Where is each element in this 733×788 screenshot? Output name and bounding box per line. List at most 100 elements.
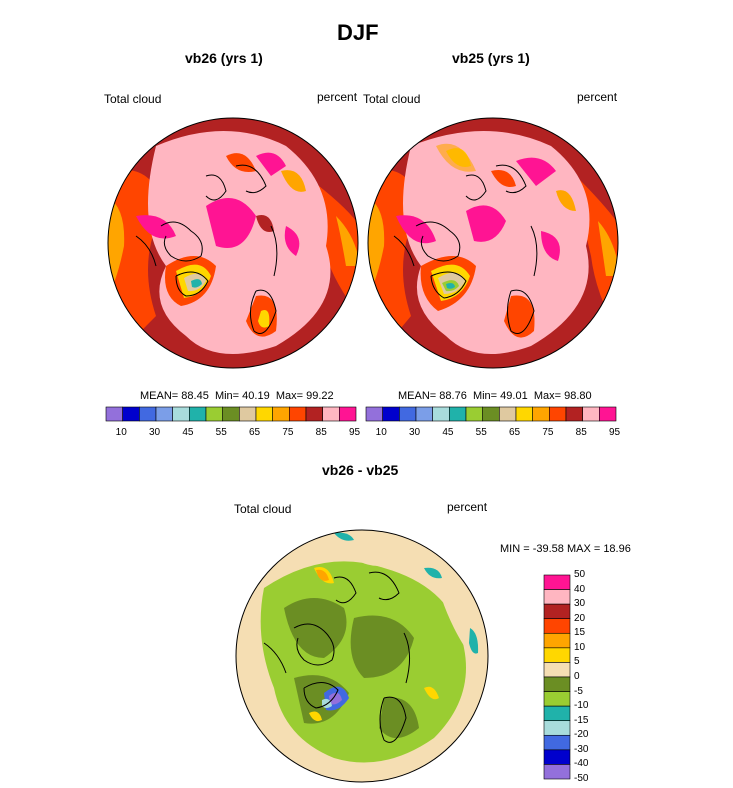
colorbar-tick-label: 65 — [249, 427, 261, 438]
diff-colorbar-swatch — [543, 632, 571, 649]
panel2-mean-value: 88.76 — [439, 390, 467, 402]
diff-colorbar-tick-label: -50 — [574, 773, 589, 784]
colorbar-swatch — [482, 406, 500, 422]
colorbar-swatch — [239, 406, 257, 422]
diff-colorbar-swatch — [543, 603, 571, 620]
diff-colorbar-swatch — [543, 676, 571, 692]
colorbar-tick-label: 10 — [115, 427, 127, 438]
colorbar-swatch — [465, 406, 483, 422]
colorbar-swatch — [272, 406, 290, 422]
diff-colorbar-swatch — [543, 749, 571, 765]
diff-colorbar-swatch — [543, 589, 571, 605]
diff-colorbar-tick-label: -5 — [574, 685, 583, 697]
panel1-max-label: Max= — [275, 390, 304, 402]
diff-colorbar-swatch — [543, 734, 571, 751]
diff-colorbar-tick-label: 15 — [574, 627, 586, 639]
colorbar-swatch — [289, 406, 307, 422]
panel2-units-label: percent — [577, 90, 618, 104]
diff-colorbar-swatch — [543, 691, 571, 707]
panel1-variable-label: Total cloud — [104, 92, 162, 106]
colorbar-swatch — [599, 406, 617, 422]
colorbar-swatch — [139, 406, 157, 422]
diff-colorbar-swatch — [543, 720, 571, 736]
colorbar-tick-label: 85 — [315, 427, 327, 438]
colorbar-swatch — [305, 406, 323, 422]
colorbar-tick-label: 10 — [375, 427, 387, 438]
diff-colorbar-tick-label: -30 — [574, 743, 589, 755]
diff-minmax-label: MIN = -39.58 MAX = 18.96 — [500, 543, 631, 555]
colorbar-swatch — [532, 406, 550, 422]
colorbar-tick-label: 75 — [282, 427, 294, 438]
colorbar-swatch — [122, 406, 140, 422]
colorbar-swatch — [432, 406, 450, 422]
panel1-stats: MEAN= 88.45 Min= 40.19 Max= 99.22 — [140, 390, 334, 402]
colorbar-swatch — [515, 406, 533, 422]
colorbar-swatch — [339, 406, 357, 422]
panel1-min-label: Min= — [214, 390, 240, 402]
diff-colorbar-swatch — [543, 647, 571, 663]
diff-colorbar — [543, 574, 571, 780]
panel1-subtitle: vb26 (yrs 1) — [185, 50, 263, 66]
panel2-colorbar — [365, 406, 617, 422]
diff-colorbar-tick-label: -40 — [574, 758, 589, 770]
colorbar-swatch — [449, 406, 467, 422]
colorbar-tick-label: 75 — [542, 427, 554, 438]
colorbar-swatch — [205, 406, 223, 422]
diff-colorbar-swatch — [543, 662, 571, 678]
diff-colorbar-tick-label: -20 — [574, 729, 589, 741]
colorbar-tick-label: 95 — [609, 427, 621, 438]
colorbar-tick-label: 30 — [149, 427, 161, 438]
panel1-units-label: percent — [317, 90, 358, 104]
colorbar-tick-label: 45 — [442, 427, 454, 438]
panel2-subtitle: vb25 (yrs 1) — [452, 50, 530, 66]
panel2-stats: MEAN= 88.76 Min= 49.01 Max= 98.80 — [398, 390, 592, 402]
colorbar-swatch — [399, 406, 417, 422]
panel2-mean-label: MEAN= — [398, 390, 437, 402]
colorbar-tick-label: 65 — [509, 427, 521, 438]
colorbar-tick-label: 30 — [409, 427, 421, 438]
diff-colorbar-tick-label: 50 — [574, 569, 586, 580]
panel1-max-value: 99.22 — [306, 390, 334, 402]
colorbar-swatch — [365, 406, 383, 422]
diff-colorbar-tick-label: 30 — [574, 598, 586, 610]
colorbar-tick-label: 45 — [182, 427, 194, 438]
diff-colorbar-swatch — [543, 705, 571, 722]
colorbar-swatch — [415, 406, 433, 422]
panel2-variable-label: Total cloud — [363, 92, 421, 106]
colorbar-swatch — [322, 406, 340, 422]
colorbar-swatch — [499, 406, 517, 422]
colorbar-swatch — [549, 406, 567, 422]
diff-colorbar-swatch — [543, 764, 571, 780]
diff-colorbar-tick-label: -10 — [574, 700, 589, 712]
colorbar-swatch — [222, 406, 240, 422]
diff-colorbar-tick-label: 20 — [574, 612, 586, 624]
diff-units-label: percent — [447, 500, 488, 514]
diff-colorbar-tick-label: 10 — [574, 641, 586, 653]
panel2-max-label: Max= — [533, 390, 562, 402]
panel1-polar-map — [107, 117, 359, 369]
colorbar-tick-label: 95 — [349, 427, 361, 438]
diff-colorbar-tick-label: 0 — [574, 671, 580, 682]
panel1-colorbar — [105, 406, 357, 422]
colorbar-tick-label: 85 — [575, 427, 587, 438]
panel2-polar-map — [367, 117, 619, 369]
panel2-max-value: 98.80 — [564, 390, 592, 402]
figure-title: DJF — [337, 20, 379, 45]
panel1-mean-value: 88.45 — [181, 390, 209, 402]
diff-colorbar-swatch — [543, 618, 571, 634]
colorbar-tick-label: 55 — [475, 427, 487, 438]
colorbar-tick-label: 55 — [215, 427, 227, 438]
panel1-mean-label: MEAN= — [140, 390, 179, 402]
diff-colorbar-swatch — [543, 574, 571, 590]
diff-polar-map — [235, 529, 489, 783]
panel1-min-value: 40.19 — [242, 390, 270, 402]
colorbar-swatch — [105, 406, 123, 422]
diff-variable-label: Total cloud — [234, 502, 292, 516]
colorbar-swatch — [382, 406, 400, 422]
diff-subtitle: vb26 - vb25 — [322, 462, 399, 478]
panel2-min-value: 49.01 — [500, 390, 528, 402]
colorbar-swatch — [189, 406, 207, 422]
panel2-min-label: Min= — [472, 390, 498, 402]
colorbar-swatch — [565, 406, 583, 422]
colorbar-swatch — [155, 406, 173, 422]
